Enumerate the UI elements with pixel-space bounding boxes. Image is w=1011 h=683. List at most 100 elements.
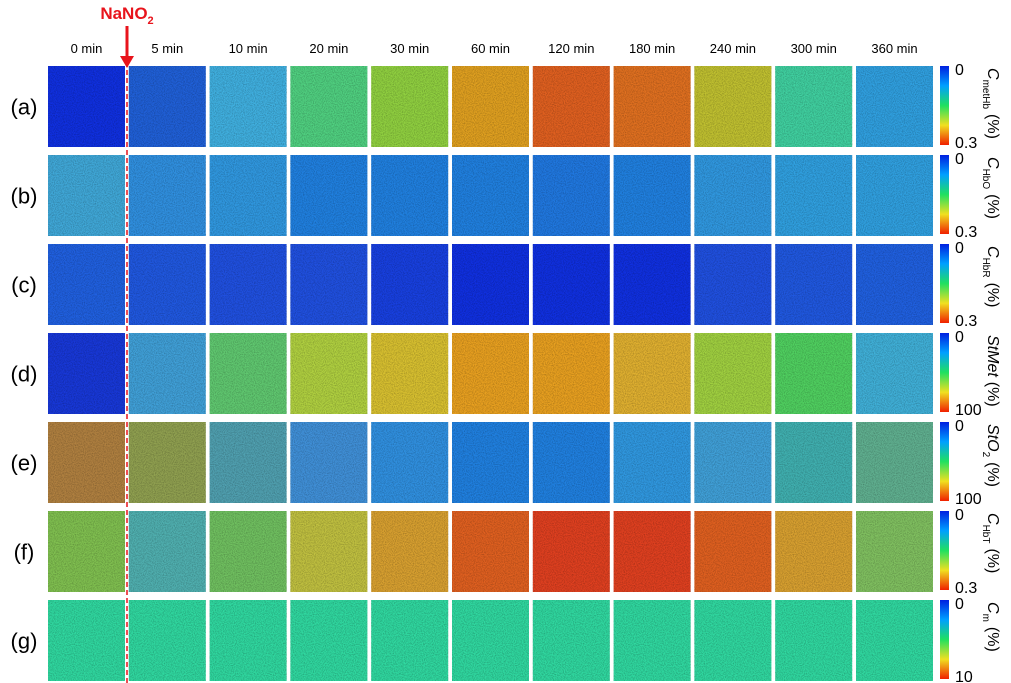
tile-texture — [48, 244, 125, 325]
tile-texture — [694, 66, 772, 147]
tile-texture — [128, 511, 206, 592]
column-label: 60 min — [471, 41, 510, 56]
quantity-unit: (%) — [984, 462, 1001, 487]
quantity-unit: (%) — [984, 283, 1001, 308]
tile-texture — [532, 333, 610, 414]
quantity-symbol: C — [984, 513, 1001, 525]
tile-texture — [856, 155, 933, 236]
tile-texture — [775, 244, 853, 325]
quantity-sub: HbO — [980, 169, 991, 190]
colorbar-max: 0.3 — [955, 135, 977, 152]
tile-texture — [694, 422, 772, 503]
tile-texture — [371, 333, 449, 414]
tile-texture — [371, 600, 449, 681]
tile-texture — [532, 155, 610, 236]
tile-texture — [48, 511, 125, 592]
tile-texture — [694, 333, 772, 414]
column-label: 240 min — [710, 41, 756, 56]
tile-texture — [532, 244, 610, 325]
quantity-sub: m — [980, 614, 991, 622]
colorbar — [940, 66, 949, 145]
colorbar-min: 0 — [955, 240, 964, 257]
tile-texture — [371, 66, 449, 147]
tile-texture — [532, 66, 610, 147]
tile-texture — [290, 511, 368, 592]
tile-texture — [452, 600, 529, 681]
column-label: 300 min — [791, 41, 837, 56]
quantity-label: CHbR (%) — [980, 246, 1001, 307]
tile-texture — [290, 422, 368, 503]
tile-texture — [128, 333, 206, 414]
tile-texture — [128, 244, 206, 325]
tile-texture — [775, 66, 853, 147]
colorbar-min: 0 — [955, 62, 964, 79]
tile-texture — [775, 155, 853, 236]
row-label: (c) — [11, 273, 37, 298]
tile-texture — [613, 422, 691, 503]
quantity-symbol: C — [984, 68, 1001, 80]
tile-texture — [290, 600, 368, 681]
tile-texture — [452, 66, 529, 147]
quantity-unit: (%) — [984, 382, 1001, 407]
quantity-unit: (%) — [984, 627, 1001, 652]
quantity-label: StMet (%) — [984, 335, 1001, 407]
colorbar-min: 0 — [955, 329, 964, 346]
quantity-label: CHbT (%) — [980, 513, 1001, 573]
tile-texture — [371, 511, 449, 592]
tile-texture — [371, 155, 449, 236]
quantity-symbol: C — [984, 246, 1001, 258]
quantity-symbol: StO — [984, 424, 1001, 452]
row-label: (e) — [11, 451, 38, 476]
colorbar — [940, 244, 949, 323]
tile-texture — [290, 66, 368, 147]
colorbar-min: 0 — [955, 596, 964, 613]
quantity-symbol: StMet — [984, 335, 1001, 377]
tile-texture — [209, 244, 287, 325]
quantity-sub: metHb — [980, 80, 991, 110]
colorbar — [940, 600, 949, 679]
column-label: 0 min — [71, 41, 103, 56]
annotation-text: NaNO — [100, 4, 147, 23]
colorbar-max: 0.3 — [955, 580, 977, 597]
tile-texture — [452, 333, 529, 414]
tile-texture — [371, 422, 449, 503]
quantity-unit: (%) — [984, 548, 1001, 573]
tile-texture — [452, 511, 529, 592]
colorbar-max: 0.3 — [955, 224, 977, 241]
colorbar — [940, 422, 949, 501]
column-label: 360 min — [871, 41, 917, 56]
tile-texture — [856, 511, 933, 592]
tile-texture — [452, 244, 529, 325]
tile-texture — [856, 244, 933, 325]
tile-texture — [775, 511, 853, 592]
tile-texture — [209, 66, 287, 147]
tile-texture — [209, 155, 287, 236]
colorbar-max: 0.3 — [955, 313, 977, 330]
tile-texture — [694, 600, 772, 681]
colorbar-min: 0 — [955, 418, 964, 435]
tile-texture — [856, 333, 933, 414]
tile-texture — [209, 600, 287, 681]
colorbar-max: 10 — [955, 669, 973, 683]
tile-texture — [532, 511, 610, 592]
tile-texture — [452, 422, 529, 503]
tile-texture — [290, 333, 368, 414]
tile-texture — [613, 155, 691, 236]
tile-texture — [209, 511, 287, 592]
annotation: NaNO2 — [100, 4, 153, 27]
row-label: (g) — [11, 629, 38, 654]
tile-texture — [48, 422, 125, 503]
tile-texture — [613, 600, 691, 681]
quantity-label: CHbO (%) — [980, 157, 1001, 219]
tile-texture — [613, 66, 691, 147]
quantity-unit: (%) — [984, 194, 1001, 219]
arrow-head — [120, 56, 134, 68]
tile-texture — [775, 333, 853, 414]
quantity-sub: 2 — [980, 452, 991, 458]
tile-texture — [775, 600, 853, 681]
tile-texture — [290, 155, 368, 236]
tile-texture — [128, 600, 206, 681]
column-label: 20 min — [309, 41, 348, 56]
tile-texture — [532, 422, 610, 503]
